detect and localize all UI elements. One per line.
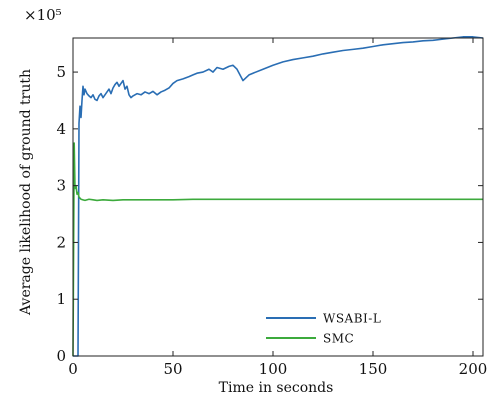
y-tick-label: 3 <box>56 177 66 195</box>
x-axis-label: Time in seconds <box>219 380 334 396</box>
x-tick-label: 200 <box>459 360 488 378</box>
y-tick-label: 5 <box>56 63 66 81</box>
series-line-smc <box>72 142 483 357</box>
plot-frame <box>72 37 484 357</box>
y-scale-label: ×10⁵ <box>24 6 62 24</box>
y-tick-label: 2 <box>56 233 66 251</box>
y-tick-label: 4 <box>56 120 66 138</box>
y-axis-label: Average likelihood of ground truth <box>18 69 34 316</box>
y-tick-label: 0 <box>56 347 66 365</box>
legend-label-smc: SMC <box>323 332 354 346</box>
x-tick-label: 50 <box>163 360 182 378</box>
x-tick-label: 150 <box>359 360 388 378</box>
series-line-wsabi-l <box>73 36 484 357</box>
x-tick-label: 0 <box>68 360 78 378</box>
x-tick-label: 100 <box>259 360 288 378</box>
legend-label-wsabi-l: WSABI-L <box>323 312 381 326</box>
y-tick-label: 1 <box>56 290 66 308</box>
